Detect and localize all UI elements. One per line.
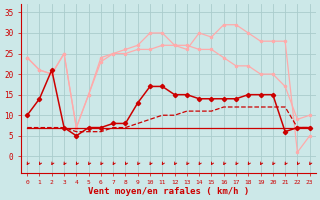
X-axis label: Vent moyen/en rafales ( km/h ): Vent moyen/en rafales ( km/h ) bbox=[88, 187, 249, 196]
